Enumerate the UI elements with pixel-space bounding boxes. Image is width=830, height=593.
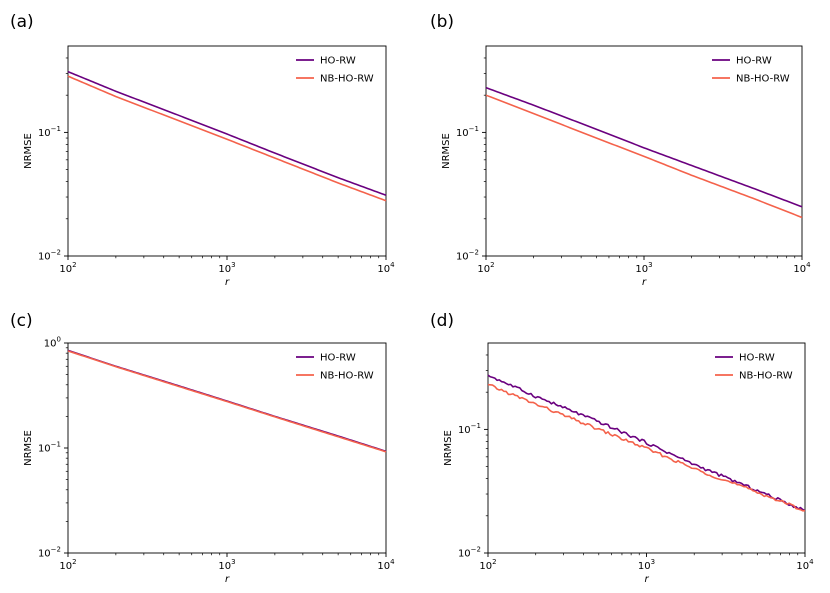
y-tick-label: 10−2 — [38, 249, 61, 263]
x-axis-label: r — [225, 574, 230, 585]
legend-label: NB-HO-RW — [736, 74, 790, 85]
panel-label: (c) — [10, 311, 33, 331]
panel-label: (a) — [10, 12, 34, 32]
y-tick-label: 10−2 — [38, 546, 61, 560]
series-line-ho-rw — [485, 86, 803, 208]
x-tick-label: 103 — [218, 558, 235, 572]
panel-label: (d) — [430, 311, 454, 331]
x-axis-label: r — [642, 277, 647, 288]
x-tick-label: 102 — [59, 261, 76, 275]
y-axis-label: NRMSE — [23, 430, 34, 466]
legend-label: HO-RW — [320, 353, 356, 364]
y-tick-label: 10−2 — [456, 249, 479, 263]
series-line-nb-ho-rw — [485, 94, 803, 219]
x-tick-label: 104 — [377, 558, 395, 572]
panel-a: (a) 102 103 104 10−2 10−1 r NRMSE HO-RW NB-HO-RW — [10, 12, 395, 288]
series-line-ho-rw — [487, 374, 806, 512]
panel-label: (b) — [430, 12, 454, 32]
x-tick-label: 104 — [793, 261, 811, 275]
x-axis-label: r — [644, 574, 649, 585]
y-tick-label: 10−1 — [458, 422, 481, 436]
x-tick-label: 102 — [479, 558, 496, 572]
legend-label: HO-RW — [736, 56, 772, 67]
y-tick-label: 10−1 — [456, 125, 479, 139]
series-line-nb-ho-rw — [67, 75, 387, 202]
legend-label: HO-RW — [320, 56, 356, 67]
y-tick-label: 100 — [44, 336, 61, 350]
x-tick-label: 104 — [377, 261, 395, 275]
y-axis-label: NRMSE — [23, 133, 34, 169]
legend-label: NB-HO-RW — [739, 371, 793, 382]
legend-label: NB-HO-RW — [320, 74, 374, 85]
x-tick-label: 103 — [638, 558, 655, 572]
x-axis-label: r — [225, 277, 230, 288]
legend-label: NB-HO-RW — [320, 371, 374, 382]
series-line-nb-ho-rw — [487, 383, 806, 512]
panel-d: (d) 102 103 104 10−2 10−1 r NRMSE HO-RW NB-HO-RW — [430, 311, 814, 585]
x-tick-label: 102 — [477, 261, 494, 275]
y-tick-label: 10−1 — [38, 125, 61, 139]
x-tick-label: 103 — [635, 261, 652, 275]
y-axis-label: NRMSE — [441, 133, 452, 169]
x-tick-label: 102 — [59, 558, 76, 572]
x-tick-label: 103 — [218, 261, 235, 275]
y-tick-label: 10−2 — [458, 546, 481, 560]
series-line-nb-ho-rw — [67, 350, 387, 453]
series-line-ho-rw — [67, 70, 387, 197]
panel-c: (c) 102 103 104 10−2 10−1 100 r NRMSE HO-RW NB-HO-… — [10, 311, 395, 585]
x-tick-label: 104 — [796, 558, 814, 572]
y-axis-label: NRMSE — [443, 430, 454, 466]
panel-b: (b) 102 103 104 10−2 10−1 r NRMSE HO-RW NB-HO-RW — [430, 12, 811, 288]
legend-label: HO-RW — [739, 353, 775, 364]
y-tick-label: 10−1 — [38, 441, 61, 455]
